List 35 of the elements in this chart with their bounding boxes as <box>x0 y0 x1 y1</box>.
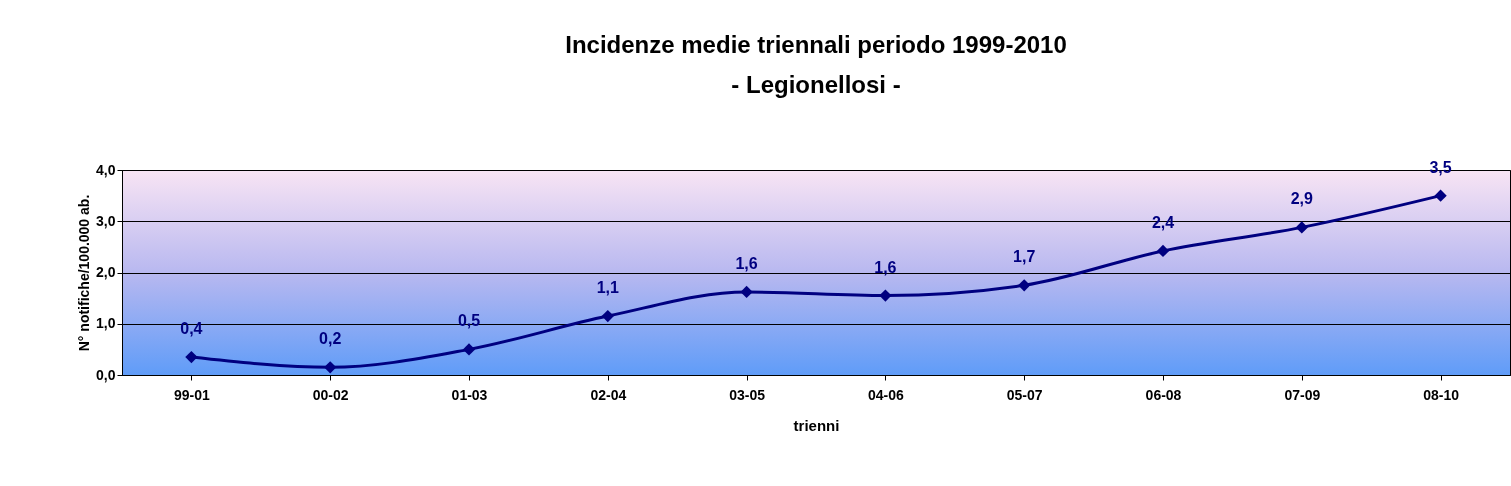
y-tick-label: 4,0 <box>96 161 116 178</box>
x-tick-label: 02-04 <box>590 386 627 403</box>
x-tick-label: 05-07 <box>1006 386 1043 403</box>
point <box>1295 221 1308 234</box>
point <box>324 361 337 374</box>
y-tick-label: 2,0 <box>96 264 116 280</box>
point <box>879 289 892 302</box>
x-tick-label: 99-01 <box>173 386 211 403</box>
point <box>740 285 753 299</box>
point <box>1156 244 1170 258</box>
data-label: 0,4 <box>180 320 203 338</box>
y-tick-label: 1,0 <box>96 315 116 332</box>
x-tick-label: 08-10 <box>1423 386 1460 403</box>
data-label: 1,6 <box>874 258 897 276</box>
x-axis-title: trienni <box>793 416 840 434</box>
x-tick-label: 01-03 <box>451 386 488 403</box>
point <box>185 350 198 364</box>
data-label: 1,1 <box>596 279 620 297</box>
x-tick-label: 03-05 <box>729 386 766 403</box>
point <box>601 309 614 323</box>
x-tick-label: 06-08 <box>1145 386 1182 403</box>
chart-title: Incidenze medie triennali periodo 1999-2010 - Legionellosi - <box>565 30 1067 98</box>
y-tick-label: 3,0 <box>96 212 116 229</box>
x-tick-label: 04-06 <box>867 386 905 403</box>
y-tick-label: 0,0 <box>96 366 116 383</box>
x-tick-label: 07-09 <box>1284 386 1321 403</box>
y-axis-title: N° notifiche/100.000 ab. <box>76 194 93 352</box>
data-label: 1,7 <box>1013 248 1036 266</box>
point <box>1434 189 1447 202</box>
data-label: 1,6 <box>735 254 758 272</box>
point <box>462 343 476 356</box>
x-tick-label: 00-02 <box>312 386 349 403</box>
data-label: 0,2 <box>319 330 342 348</box>
data-label: 2,9 <box>1290 190 1314 208</box>
point <box>1018 279 1031 292</box>
